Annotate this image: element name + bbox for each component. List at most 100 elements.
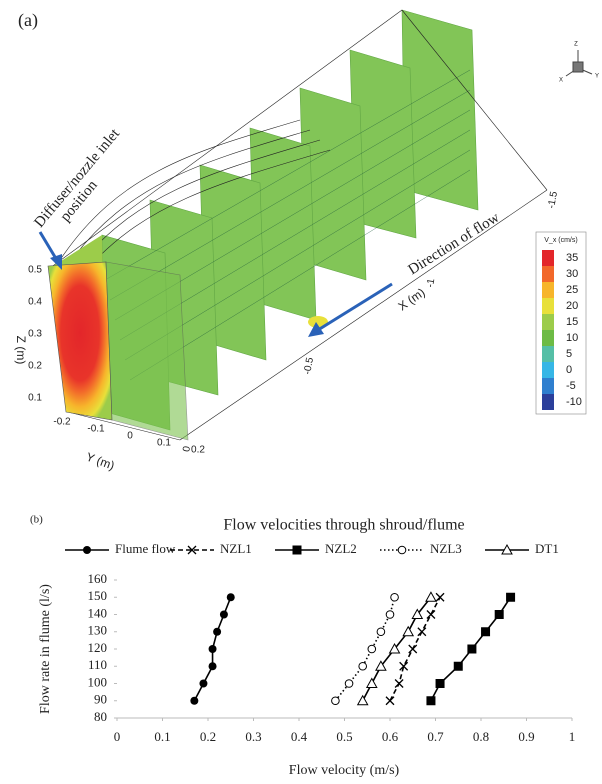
marker xyxy=(344,679,354,688)
series-line xyxy=(334,597,396,702)
colorbar-tick-label: 15 xyxy=(566,316,578,328)
marker xyxy=(425,591,437,602)
legend-label: Flume flow xyxy=(115,541,176,556)
marker xyxy=(399,661,409,671)
colorbar-swatch xyxy=(542,250,554,266)
marker xyxy=(376,627,386,637)
marker xyxy=(501,543,513,555)
colorbar-swatch xyxy=(542,298,554,314)
z-tick-label: 0.2 xyxy=(28,361,42,372)
colorbar-tick-label: 20 xyxy=(566,300,578,312)
marker xyxy=(494,610,504,619)
y-tick-label: 110 xyxy=(88,657,107,672)
y-tick-label: 0 xyxy=(127,431,133,442)
z-tick-label: 0.1 xyxy=(28,393,42,404)
marker xyxy=(365,677,378,688)
colorbar-tick-label: 10 xyxy=(566,332,578,344)
chart: 0 0.1 0.2 0.3 0.4 0.5 0.6 0.7 0.8 0.9 1 80 90 100 110 1… xyxy=(65,541,575,744)
marker xyxy=(506,592,516,602)
x-tick-label: 0.5 xyxy=(336,729,352,744)
x-axis-title: Flow velocity (m/s) xyxy=(289,763,400,778)
marker xyxy=(83,546,91,554)
marker xyxy=(390,592,399,602)
legend-label: NZL1 xyxy=(220,541,252,556)
colorbar-tick-label: 30 xyxy=(566,268,578,280)
y-tick-label: 100 xyxy=(88,674,108,689)
x-tick-label: 0.8 xyxy=(473,729,489,744)
y-tick-label: 140 xyxy=(88,605,108,620)
marker xyxy=(481,627,491,637)
z-tick-label: 0.3 xyxy=(28,329,42,340)
x-tick-label: 0.7 xyxy=(427,729,444,744)
y-tick-label: -0.1 xyxy=(87,424,105,435)
marker xyxy=(388,642,401,654)
colorbar-tick-label: 0 xyxy=(566,364,572,376)
legend-label: DT1 xyxy=(535,541,559,556)
colorbar-tick-label: 35 xyxy=(566,252,578,264)
y-tick-label: 120 xyxy=(88,640,108,655)
marker xyxy=(408,644,418,654)
marker xyxy=(435,592,445,602)
x-axis-label: X (m) xyxy=(395,285,427,313)
colorbar-swatch xyxy=(542,346,554,362)
triad-label: Z xyxy=(574,42,578,48)
triad-label: X xyxy=(559,78,563,84)
z-axis-label: Z (m) xyxy=(14,336,28,365)
y-tick-label: 160 xyxy=(88,571,108,586)
y-tick-label: 0.2 xyxy=(191,445,205,456)
marker xyxy=(331,696,340,706)
x-tick-label: 0.6 xyxy=(382,729,399,744)
z-tick-label: 0.5 xyxy=(28,265,42,276)
flow-label: Direction of flow xyxy=(405,209,502,278)
panel-label: (b) xyxy=(30,514,43,526)
legend-label: NZL3 xyxy=(430,541,462,556)
marker xyxy=(292,545,302,555)
marker xyxy=(435,679,445,688)
x-tick-label: -1.5 xyxy=(546,190,560,209)
marker xyxy=(199,679,208,688)
marker xyxy=(356,694,369,706)
marker xyxy=(226,593,235,602)
x-tick-label: -0.5 xyxy=(302,356,316,375)
y-tick-label: 0.1 xyxy=(157,438,171,449)
colorbar-tick-label: -10 xyxy=(566,396,582,408)
cfd-scene xyxy=(38,9,593,441)
colorbar-swatch xyxy=(542,266,554,282)
y-tick-label: 90 xyxy=(94,692,107,707)
x-tick-label: -1 xyxy=(425,277,437,288)
y-tick-label: 130 xyxy=(88,623,108,638)
marker xyxy=(453,661,463,671)
marker xyxy=(208,645,217,653)
y-tick-label: 150 xyxy=(88,588,108,603)
marker xyxy=(411,608,424,619)
marker xyxy=(402,625,415,637)
y-tick-label: 80 xyxy=(94,709,107,724)
marker xyxy=(397,545,407,555)
marker xyxy=(213,627,222,636)
panel-label: (a) xyxy=(18,10,38,31)
marker xyxy=(394,679,404,688)
colorbar-swatch xyxy=(542,330,554,346)
colorbar: 35 30 25 20 15 10 5 0 -5 -10 xyxy=(542,250,582,410)
colorbar-swatch xyxy=(542,314,554,330)
colorbar-tick-label: -5 xyxy=(566,380,576,392)
x-tick-label: 1 xyxy=(569,729,576,744)
marker xyxy=(190,696,199,705)
legend-label: NZL2 xyxy=(325,541,357,556)
marker xyxy=(187,545,197,555)
marker xyxy=(219,610,228,619)
chart-title: Flow velocities through shroud/flume xyxy=(223,517,464,534)
scene-ticks: 0.5 0.4 0.3 0.2 0.1 -0.2 -0.1 0 0.1 0.2 -1.5 -1 -0.5… xyxy=(28,190,560,455)
colorbar-tick-label: 25 xyxy=(566,284,578,296)
marker xyxy=(367,644,377,654)
colorbar-swatch xyxy=(542,394,554,410)
x-tick-label: 0.3 xyxy=(245,729,261,744)
x-tick-label: 0 xyxy=(181,445,193,453)
colorbar-tick-label: 5 xyxy=(566,348,572,360)
triad-label: Y xyxy=(595,74,599,80)
y-axis-label: Y (m) xyxy=(84,450,116,473)
colorbar-swatch xyxy=(542,282,554,298)
marker xyxy=(385,610,395,619)
x-tick-label: 0.1 xyxy=(154,729,170,744)
